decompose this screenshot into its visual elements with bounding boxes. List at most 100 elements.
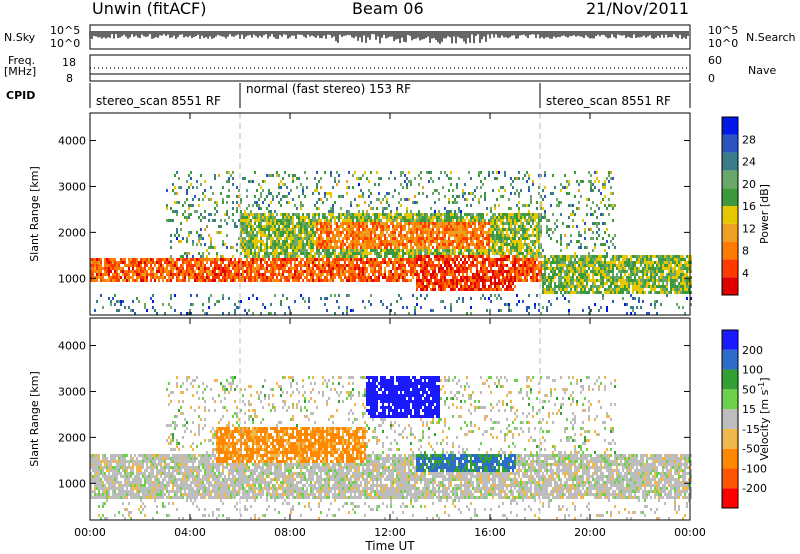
data-cell: [416, 216, 418, 219]
data-cell: [566, 273, 568, 276]
data-cell: [506, 285, 508, 288]
data-cell: [106, 267, 108, 270]
data-cell: [370, 243, 372, 246]
data-cell: [540, 174, 542, 177]
data-cell: [280, 249, 282, 252]
data-cell: [186, 237, 188, 240]
data-cell: [220, 192, 222, 195]
data-cell: [194, 270, 196, 273]
data-cell: [226, 279, 228, 282]
data-cell: [396, 207, 398, 210]
data-cell: [424, 225, 426, 228]
data-cell: [336, 222, 338, 225]
data-cell: [372, 237, 374, 240]
data-cell: [156, 276, 158, 279]
data-cell: [278, 246, 280, 249]
data-cell: [260, 237, 262, 240]
data-cell: [512, 261, 514, 264]
data-cell: [174, 174, 176, 177]
data-cell: [386, 228, 388, 231]
data-cell: [248, 252, 250, 255]
data-cell: [336, 225, 338, 228]
data-cell: [446, 252, 448, 255]
data-cell: [438, 255, 440, 258]
data-cell: [268, 189, 270, 192]
data-cell: [472, 222, 474, 225]
data-cell: [426, 234, 428, 237]
data-cell: [258, 249, 260, 252]
data-cell: [192, 270, 194, 273]
data-cell: [114, 273, 116, 276]
data-cell: [458, 279, 460, 282]
data-cell: [484, 297, 486, 300]
data-cell: [540, 204, 542, 207]
data-cell: [382, 303, 384, 306]
data-cell: [394, 267, 396, 270]
data-cell: [246, 261, 248, 264]
data-cell: [554, 270, 556, 273]
data-cell: [434, 213, 436, 216]
data-cell: [244, 279, 246, 282]
data-cell: [488, 285, 490, 288]
nsearch-label: N.Search: [746, 31, 796, 44]
data-cell: [374, 237, 376, 240]
data-cell: [380, 270, 382, 273]
data-cell: [250, 252, 252, 255]
data-cell: [342, 249, 344, 252]
data-cell: [488, 174, 490, 177]
data-cell: [262, 255, 264, 258]
data-cell: [336, 216, 338, 219]
data-cell: [332, 270, 334, 273]
data-cell: [168, 261, 170, 264]
data-cell: [418, 174, 420, 177]
data-cell: [442, 246, 444, 249]
data-cell: [514, 273, 516, 276]
data-cell: [414, 252, 416, 255]
data-cell: [160, 258, 162, 261]
data-cell: [258, 231, 260, 234]
data-cell: [364, 231, 366, 234]
data-cell: [420, 258, 422, 261]
data-cell: [270, 303, 272, 306]
data-cell: [244, 237, 246, 240]
data-cell: [376, 279, 378, 282]
data-cell: [396, 249, 398, 252]
data-cell: [480, 231, 482, 234]
data-cell: [346, 279, 348, 282]
data-cell: [394, 252, 396, 255]
data-cell: [452, 234, 454, 237]
data-cell: [536, 237, 538, 240]
data-cell: [362, 225, 364, 228]
data-cell: [424, 297, 426, 300]
data-cell: [526, 306, 528, 309]
data-cell: [248, 273, 250, 276]
data-cell: [306, 216, 308, 219]
data-cell: [160, 261, 162, 264]
data-cell: [246, 264, 248, 267]
data-cell: [448, 282, 450, 285]
data-cell: [452, 201, 454, 204]
data-cell: [406, 234, 408, 237]
data-cell: [560, 234, 562, 237]
data-cell: [200, 258, 202, 261]
data-cell: [238, 273, 240, 276]
data-cell: [378, 237, 380, 240]
data-cell: [428, 231, 430, 234]
data-cell: [92, 264, 94, 267]
data-cell: [218, 273, 220, 276]
data-cell: [554, 273, 556, 276]
data-cell: [570, 276, 572, 279]
data-cell: [544, 171, 546, 174]
data-cell: [288, 279, 290, 282]
data-cell: [394, 255, 396, 258]
data-cell: [564, 276, 566, 279]
data-cell: [408, 222, 410, 225]
data-cell: [160, 273, 162, 276]
data-cell: [410, 267, 412, 270]
data-cell: [202, 276, 204, 279]
data-cell: [470, 234, 472, 237]
data-cell: [248, 309, 250, 312]
data-cell: [276, 219, 278, 222]
data-cell: [190, 270, 192, 273]
data-cell: [492, 171, 494, 174]
